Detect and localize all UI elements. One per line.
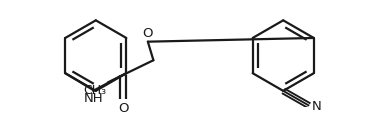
Text: N: N [312,99,322,112]
Text: O: O [118,101,129,114]
Text: CH₃: CH₃ [83,84,106,97]
Text: NH: NH [83,91,103,104]
Text: O: O [143,27,153,40]
